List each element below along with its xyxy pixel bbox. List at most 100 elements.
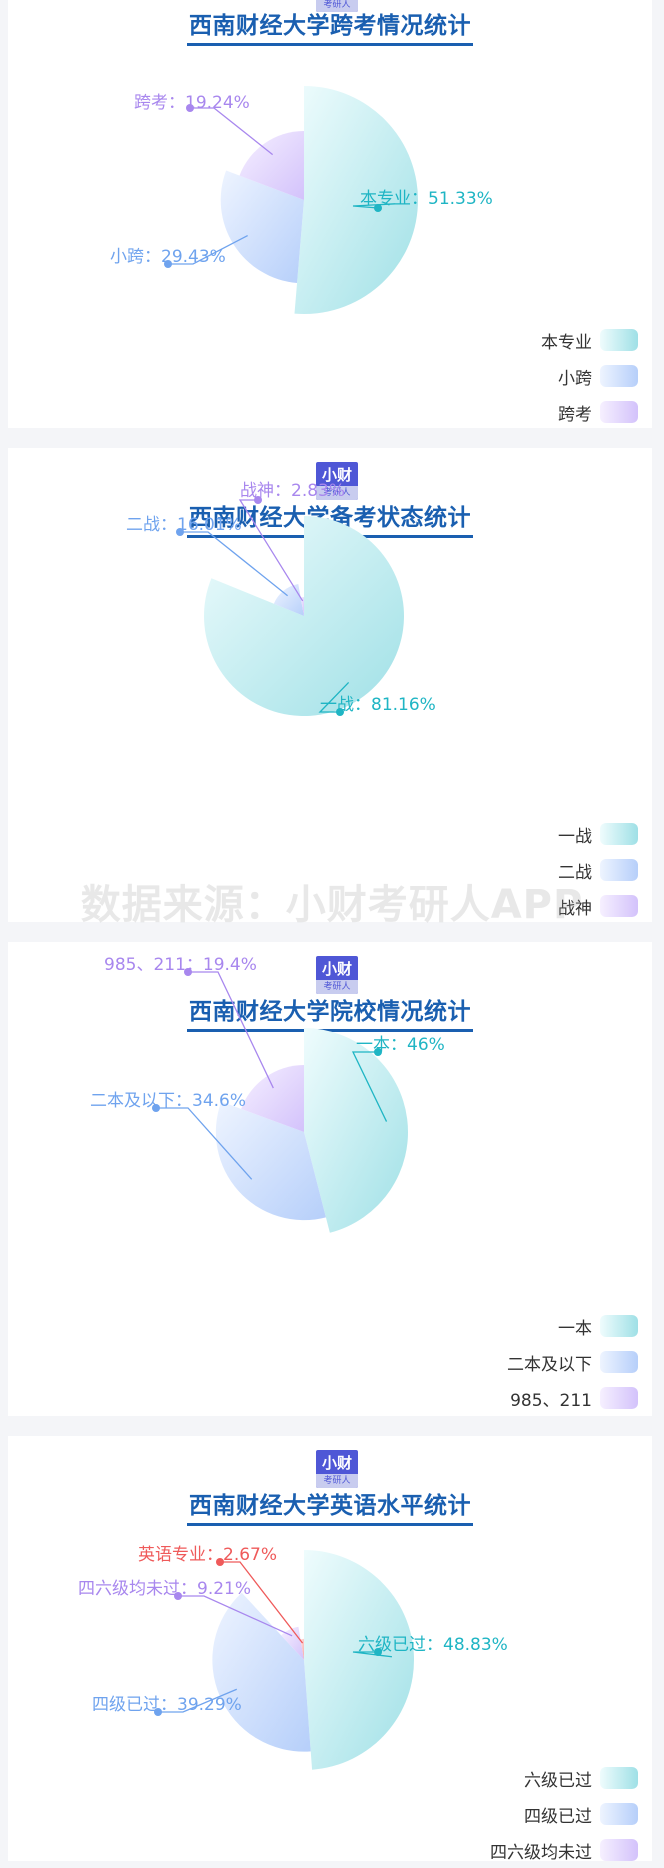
leader-dot [154, 1708, 162, 1716]
pie-slice[interactable] [220, 170, 304, 283]
legend-swatch [600, 1767, 638, 1789]
pie-slice[interactable] [304, 1550, 415, 1770]
chart-card: 小财 考研人 西南财经大学英语水平统计 六级已过：48.83% 四级已过：39.2… [8, 1436, 652, 1863]
legend-item[interactable]: 一战 [488, 816, 638, 852]
legend-label: 小跨 [558, 369, 592, 389]
leader-line [220, 1561, 304, 1644]
brand-logo-subtext: 考研人 [316, 1474, 358, 1488]
data-label: 一本：46% [356, 1035, 445, 1055]
leader-line [238, 499, 304, 602]
leader-line [351, 1051, 388, 1122]
legend-label: 一本 [558, 1319, 592, 1339]
legend-label: 四级已过 [524, 1807, 592, 1827]
legend-swatch [600, 1315, 638, 1337]
legend-swatch [600, 895, 638, 917]
chart-legend: 一本 二本及以下 985、211 [488, 1308, 638, 1416]
chart-legend: 六级已过 四级已过 四六级均未过 [488, 1760, 638, 1868]
pie-slice[interactable] [304, 1028, 409, 1233]
legend-swatch [600, 1839, 638, 1861]
brand-logo-text: 小财 [321, 1454, 352, 1472]
leader-dot [216, 1558, 224, 1566]
watermark: 数据来源：小财考研人APP [80, 882, 584, 928]
brand-logo-text: 小财 [321, 960, 352, 978]
legend-label: 六级已过 [524, 1771, 592, 1791]
chart-legend: 本专业 小跨 跨考 [488, 322, 638, 430]
pie-chart: 本专业：51.33% 小跨：29.43% 跨考：19.24% [110, 86, 493, 314]
data-label: 跨考：19.24% [134, 93, 250, 113]
legend-swatch [600, 1351, 638, 1373]
leader-line [188, 971, 274, 1089]
pie-chart: 一战：81.16% 二战：16.01% 战神：2.83% [126, 481, 436, 716]
leader-dot [254, 496, 262, 504]
legend-item[interactable]: 985、211 [488, 1380, 638, 1416]
pie-slice[interactable] [300, 1638, 304, 1660]
leader-dot [374, 1048, 382, 1056]
brand-logo-subtext: 考研人 [316, 486, 358, 500]
data-label: 本专业：51.33% [360, 189, 493, 209]
brand-logo: 小财 考研人 [316, 0, 358, 12]
legend-item[interactable]: 小跨 [488, 358, 638, 394]
data-label: 一战：81.16% [320, 695, 436, 715]
leader-dot [152, 1104, 160, 1112]
chart-legend: 一战 二战 战神 [488, 816, 638, 924]
leader-line [158, 1688, 238, 1713]
pie-slice[interactable] [241, 1065, 304, 1132]
legend-swatch [600, 1387, 638, 1409]
legend-label: 战神 [558, 899, 592, 919]
legend-label: 985、211 [510, 1391, 592, 1411]
data-label: 小跨：29.43% [110, 247, 226, 267]
brand-logo-text: 小财 [321, 466, 352, 484]
legend-swatch [600, 1803, 638, 1825]
legend-item[interactable]: 四六级均未过 [488, 1832, 638, 1868]
chart-title: 西南财经大学院校情况统计 [8, 992, 652, 1032]
data-label: 四级已过：39.29% [92, 1695, 242, 1715]
brand-logo: 小财 考研人 [316, 462, 358, 500]
legend-label: 四六级均未过 [490, 1843, 592, 1863]
legend-swatch [600, 823, 638, 845]
data-label: 二战：16.01% [126, 515, 242, 535]
chart-card: 小财 考研人 西南财经大学跨考情况统计 本专业：51.33% 小跨：29.43% 跨… [8, 0, 652, 428]
leader-line [180, 531, 289, 597]
chart-title: 西南财经大学英语水平统计 [8, 1486, 652, 1526]
pie-chart: 六级已过：48.83% 四级已过：39.29% 四六级均未过：9.21% 英语专业：2… [78, 1545, 508, 1770]
data-label: 985、211：19.4% [104, 955, 257, 975]
legend-swatch [600, 365, 638, 387]
legend-item[interactable]: 战神 [488, 888, 638, 924]
legend-label: 一战 [558, 827, 592, 847]
legend-item[interactable]: 跨考 [488, 394, 638, 430]
leader-dot [186, 104, 194, 112]
legend-label: 二战 [558, 863, 592, 883]
pie-slice[interactable] [239, 131, 304, 200]
legend-item[interactable]: 一本 [488, 1308, 638, 1344]
leader-dot [174, 1592, 182, 1600]
legend-item[interactable]: 二战 [488, 852, 638, 888]
legend-swatch [600, 401, 638, 423]
pie-slice[interactable] [212, 1592, 311, 1752]
leader-dot [336, 708, 344, 716]
leader-line [168, 234, 248, 265]
legend-item[interactable]: 本专业 [488, 322, 638, 358]
data-label: 战神：2.83% [240, 481, 345, 501]
pie-slice[interactable] [300, 597, 304, 616]
legend-label: 二本及以下 [507, 1355, 592, 1375]
brand-logo-subtext: 考研人 [316, 0, 358, 12]
legend-item[interactable]: 六级已过 [488, 1760, 638, 1796]
leader-dot [184, 968, 192, 976]
pie-slice[interactable] [281, 1626, 304, 1660]
chart-title: 西南财经大学跨考情况统计 [8, 6, 652, 46]
leader-line [156, 1107, 253, 1180]
legend-label: 跨考 [558, 405, 592, 425]
leader-dot [176, 528, 184, 536]
legend-item[interactable]: 四级已过 [488, 1796, 638, 1832]
leader-line [352, 203, 396, 209]
legend-item[interactable]: 二本及以下 [488, 1344, 638, 1380]
legend-swatch [600, 329, 638, 351]
leader-line [318, 681, 350, 713]
pie-slice[interactable] [215, 1101, 326, 1221]
chart-card: 小财 考研人 西南财经大学备考状态统计 一战：81.16% 二战：16.01% 战神… [8, 448, 652, 922]
brand-logo-subtext: 考研人 [316, 980, 358, 994]
pie-slice[interactable] [294, 86, 419, 314]
legend-swatch [600, 859, 638, 881]
leader-line [190, 107, 274, 156]
leader-dot [164, 260, 172, 268]
